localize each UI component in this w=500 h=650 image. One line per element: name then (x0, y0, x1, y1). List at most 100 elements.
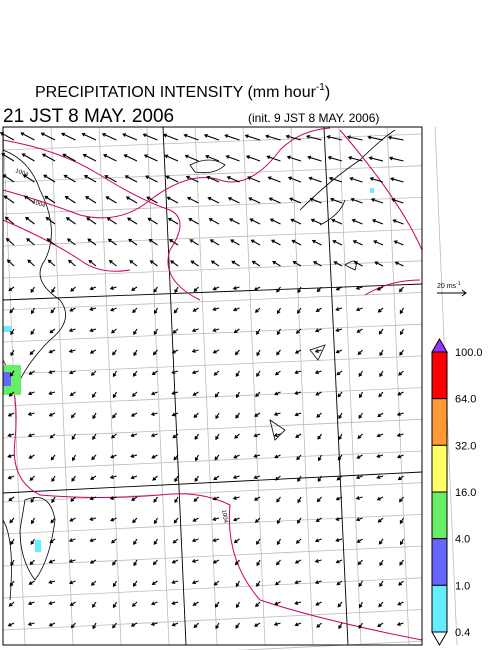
wind-arrow (49, 538, 56, 544)
colorbar-box (431, 398, 448, 446)
wind-arrow (226, 175, 240, 183)
wind-arrow (316, 286, 322, 293)
wind-arrow (356, 454, 363, 459)
wind-arrow (171, 349, 179, 354)
colorbar-label: 4.0 (455, 534, 470, 546)
wind-arrow (47, 259, 56, 267)
wind-arrow (148, 238, 158, 246)
wind-arrow (3, 195, 15, 204)
wind-arrow (295, 328, 302, 334)
wind-arrow (336, 370, 343, 376)
wind-arrow (5, 237, 15, 246)
wind-arrow (193, 286, 199, 293)
wind-arrow (48, 601, 56, 606)
wind-arrow (131, 601, 138, 607)
wind-arrow (151, 370, 158, 376)
wind-arrow (185, 175, 199, 183)
wind-arrow (396, 622, 404, 627)
wind-arrow (133, 328, 138, 335)
wind-arrow (27, 622, 35, 626)
grid-line (386, 126, 410, 646)
wind-arrow (131, 286, 138, 291)
wind-arrow (294, 580, 302, 585)
wind-arrow (335, 559, 343, 564)
wind-arrow (266, 155, 281, 162)
wind-arrow (149, 260, 158, 267)
lat-lon-grid (2, 126, 458, 650)
wind-arrow (191, 559, 199, 563)
wind-arrow (189, 239, 199, 246)
wind-arrow (133, 370, 138, 377)
wind-arrow (108, 259, 117, 267)
wind-arrow (212, 328, 220, 333)
wind-arrow (89, 496, 97, 501)
wind-arrow (68, 559, 76, 563)
wind-arrow (150, 433, 158, 438)
wind-arrow (253, 454, 261, 458)
wind-arrow (358, 391, 363, 399)
wind-arrow (192, 601, 199, 606)
wind-arrow (171, 412, 179, 417)
colorbar-box (431, 444, 448, 493)
grid-line (2, 450, 423, 471)
wind-arrow (49, 433, 56, 439)
wind-arrow (208, 218, 220, 225)
wind-arrow (355, 307, 363, 312)
wind-arrow (68, 349, 76, 353)
wind-arrow (254, 412, 261, 417)
colorbar-over (431, 337, 448, 353)
wind-arrow (269, 218, 281, 225)
wind-arrow (265, 134, 281, 141)
wind-arrow (65, 217, 76, 225)
wind-arrow (317, 433, 322, 440)
wind-arrow (49, 328, 56, 334)
wind-arrow (131, 391, 138, 397)
wind-arrow (276, 559, 281, 566)
wind-arrow (27, 601, 35, 606)
wind-arrow (130, 433, 138, 438)
wind-arrow (92, 412, 97, 420)
wind-arrow (51, 496, 56, 504)
wind-arrow (172, 328, 179, 334)
wind-arrow (130, 622, 138, 627)
wind-arrow (335, 286, 343, 291)
wind-arrow (50, 517, 56, 524)
wind-arrow (82, 153, 97, 162)
wind-arrow (213, 370, 220, 376)
wind-arrow (109, 475, 117, 479)
wind-arrow (377, 307, 384, 313)
wind-arrow (6, 259, 15, 267)
colorbar-box (431, 584, 448, 633)
wind-arrow (317, 475, 322, 483)
wind-arrow (274, 454, 281, 459)
wind-arrow (232, 475, 240, 480)
wind-arrow (326, 135, 343, 141)
wind-arrow (62, 153, 76, 162)
grid-line (98, 126, 122, 646)
wind-arrow (187, 196, 199, 204)
wind-arrow (163, 133, 179, 141)
wind-arrow (48, 349, 56, 354)
wind-arrow (337, 601, 343, 608)
wind-arrow (254, 622, 261, 627)
init-time: (init. 9 JST 8 MAY. 2006) (248, 111, 379, 125)
wind-arrow (64, 195, 76, 204)
wind-arrow (398, 286, 404, 293)
wind-arrow (225, 154, 240, 162)
wind-arrow (166, 196, 179, 204)
wind-arrow (245, 155, 261, 162)
wind-arrow (63, 174, 76, 183)
wind-arrow (70, 622, 76, 629)
wind-arrow (106, 217, 117, 225)
wind-arrow (152, 475, 158, 481)
wind-arrow (397, 601, 404, 606)
colorbar: 100.0 64.0 32.0 16.0 4.0 1.0 0.4 (431, 337, 483, 647)
wind-arrow (376, 496, 384, 501)
wind-arrow (396, 412, 404, 417)
colorbar-label: 64.0 (455, 394, 476, 406)
wind-arrow (358, 601, 363, 609)
wind-arrow (274, 391, 281, 396)
wind-arrow (109, 286, 117, 290)
wind-arrow (103, 154, 117, 162)
wind-arrow (253, 475, 261, 480)
